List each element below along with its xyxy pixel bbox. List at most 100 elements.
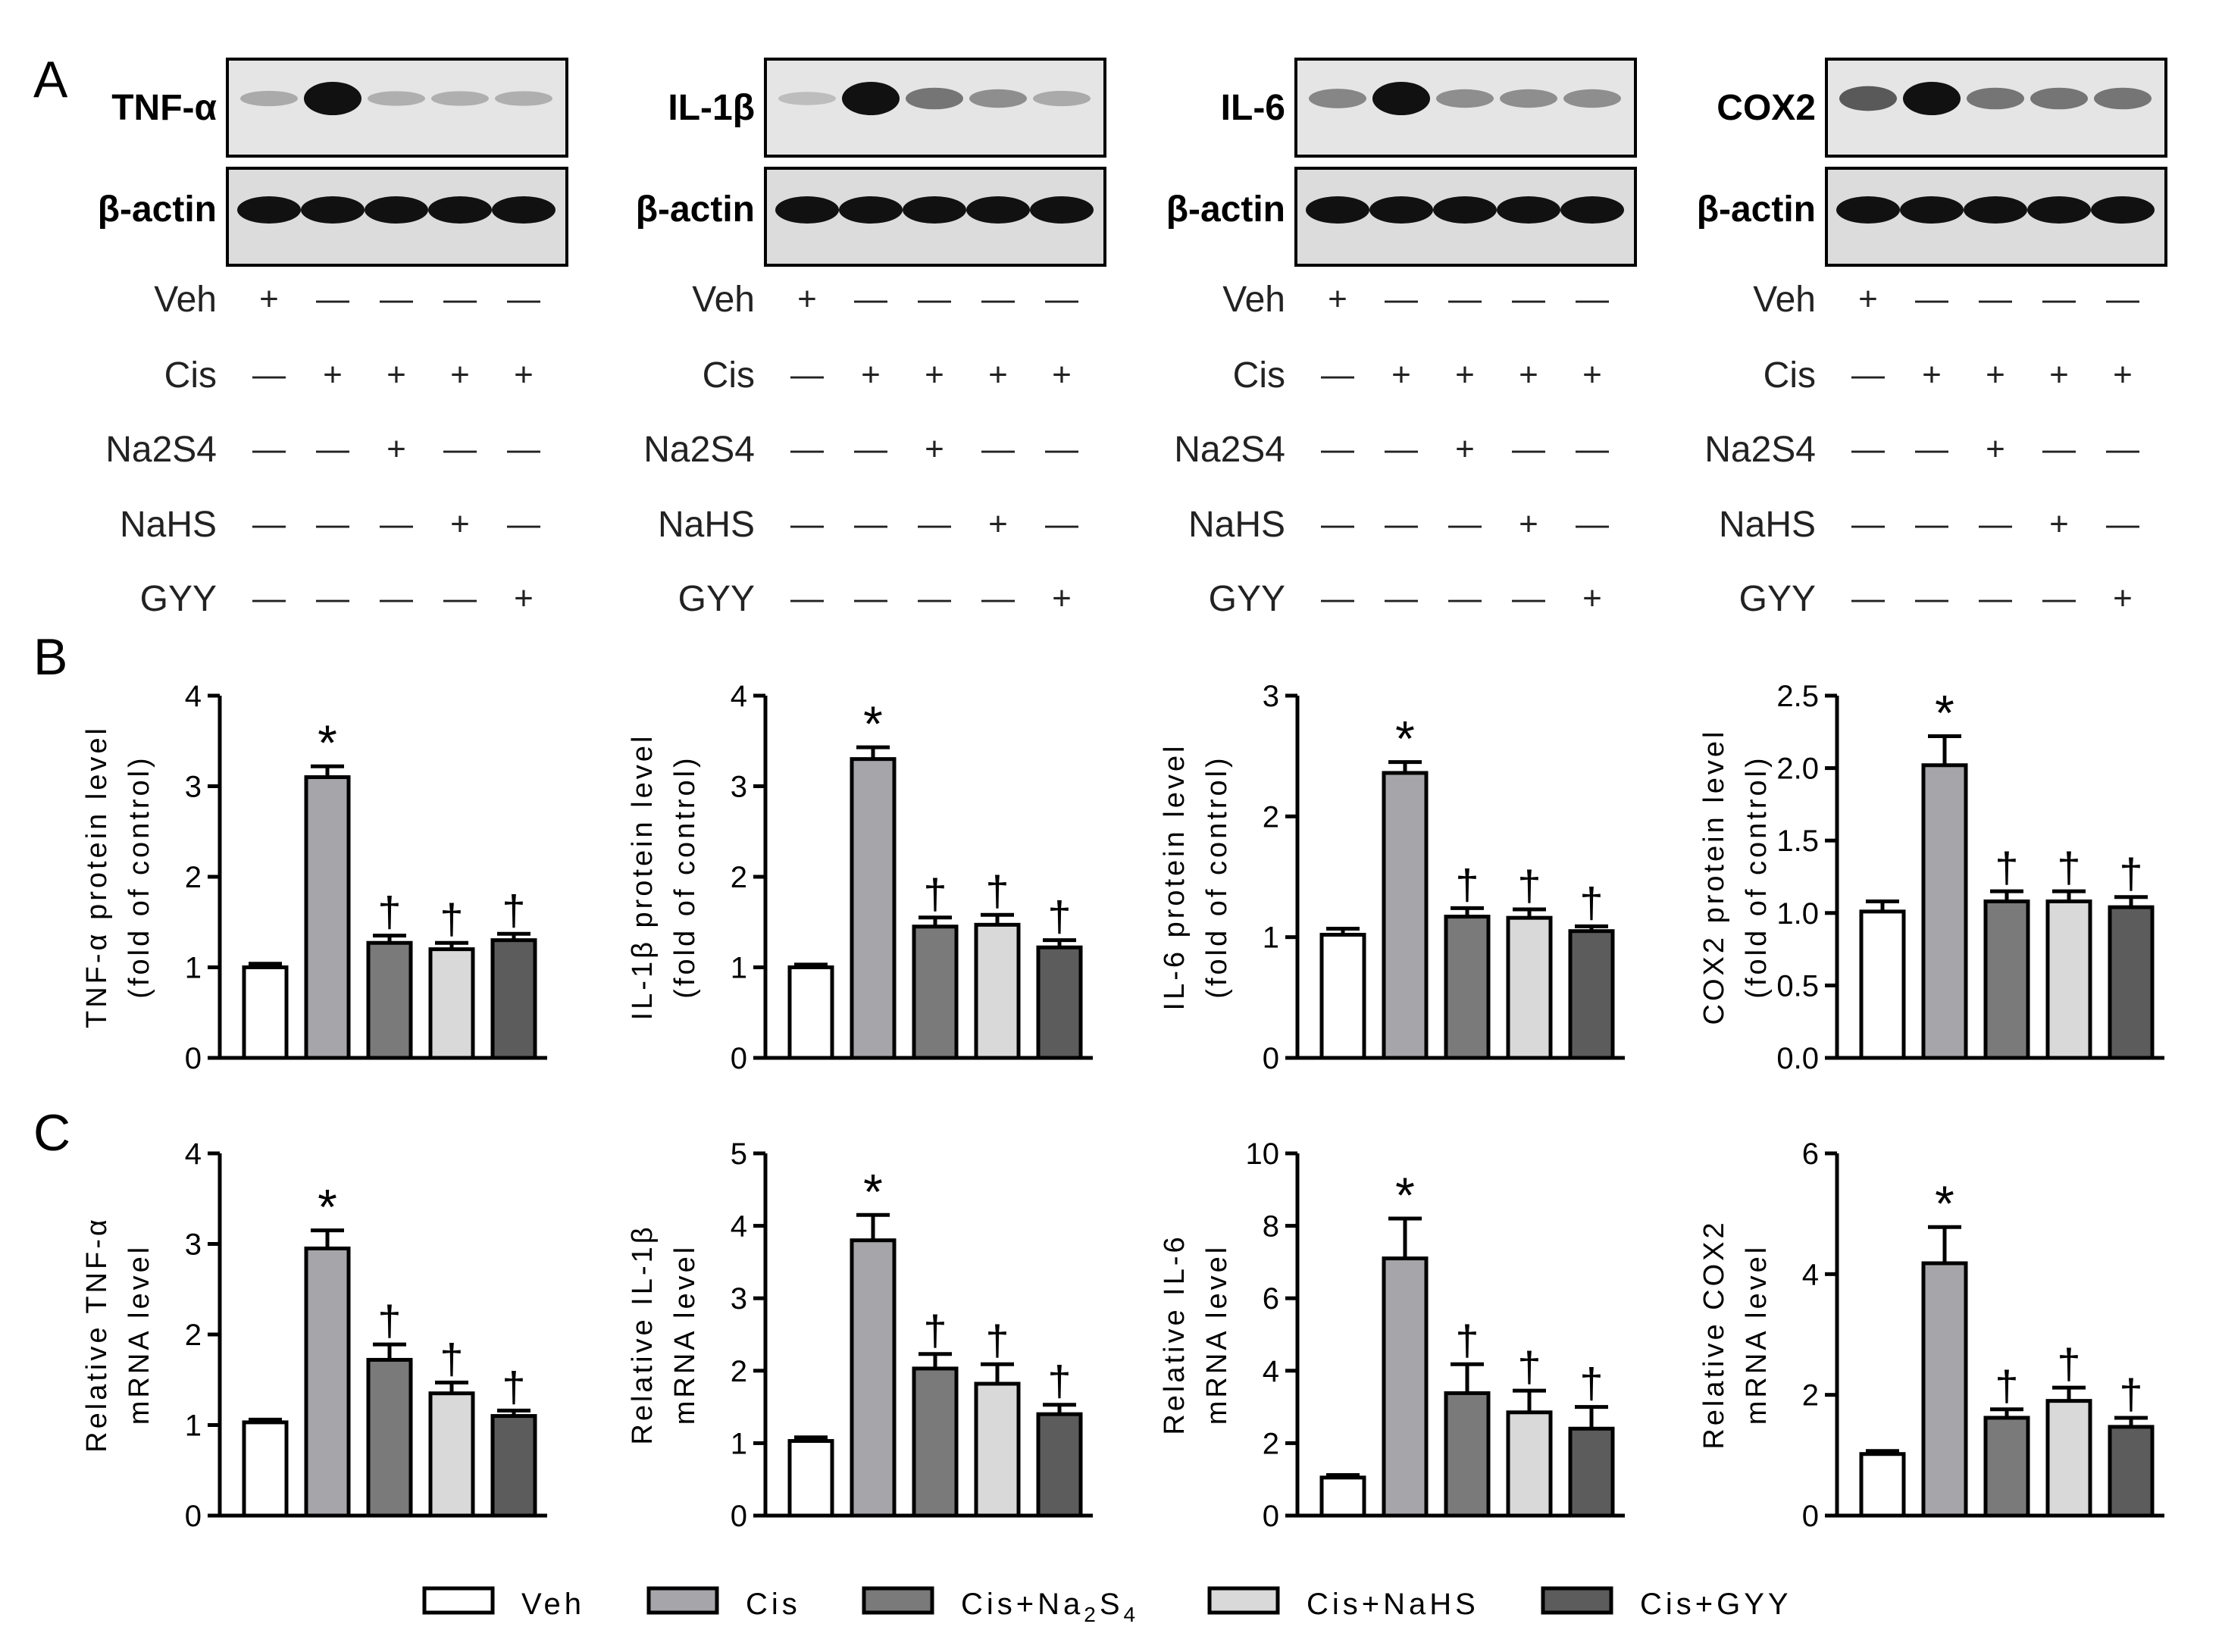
treatment-sign: — xyxy=(252,505,286,543)
treatment-sign: — xyxy=(918,280,951,318)
actin-band xyxy=(492,196,556,224)
bar-cis-nahs xyxy=(974,922,1021,1060)
significance-dagger: † xyxy=(1455,1316,1479,1364)
treatment-sign: — xyxy=(790,580,824,617)
treatment-sign: + xyxy=(323,356,343,393)
treatment-sign: — xyxy=(1512,580,1545,617)
legend-swatch xyxy=(1541,1586,1613,1615)
actin-band xyxy=(1560,196,1624,224)
treatment-sign: + xyxy=(450,505,470,543)
treatment-sign: — xyxy=(1915,430,1948,468)
bar-veh xyxy=(1319,932,1366,1060)
legend-item-veh: Veh xyxy=(422,1586,585,1621)
bar-cis-nahs xyxy=(1506,1410,1553,1518)
blot-group-1: TNF-α β-actin Veh + — — — — Cis — + + + + Na2S4 — — + — — Na… xyxy=(98,58,568,619)
legend-item-cis-na2s4: Cis+Na2S4 xyxy=(862,1586,1139,1626)
legend-label: Cis+Na2S4 xyxy=(961,1588,1139,1626)
treatment-label-nahs: NaHS xyxy=(658,505,755,545)
treatment-sign: + xyxy=(861,356,881,393)
treatment-sign: — xyxy=(981,280,1015,318)
treatment-sign: — xyxy=(918,505,951,543)
treatment-sign: + xyxy=(514,356,534,393)
treatment-sign: + xyxy=(1328,280,1347,318)
significance-dagger: † xyxy=(1995,1362,2018,1410)
blot-loading-label: β-actin xyxy=(636,189,755,230)
treatment-sign: — xyxy=(316,430,349,468)
treatment-sign: — xyxy=(1576,505,1609,543)
legend-swatch xyxy=(422,1586,495,1615)
treatment-sign: + xyxy=(1986,430,2005,468)
bar-cis-gyy xyxy=(1036,945,1083,1060)
treatment-sign: — xyxy=(443,430,477,468)
actin-band xyxy=(1433,196,1497,224)
significance-dagger: † xyxy=(923,870,947,918)
treatment-sign: — xyxy=(1851,430,1885,468)
treatment-sign: — xyxy=(1321,430,1354,468)
y-tick-label: 0.5 xyxy=(1776,969,1819,1003)
treatment-sign: — xyxy=(1385,280,1418,318)
y-axis-label-line: IL-1β protein level xyxy=(627,734,659,1021)
protein-band xyxy=(240,90,298,107)
y-tick-label: 1.0 xyxy=(1776,897,1819,931)
treatment-sign: — xyxy=(854,505,887,543)
bar-charts: 0 1 2 3 4 TNF-α protein level (fold of control… xyxy=(81,680,2164,1533)
treatment-sign: — xyxy=(2106,280,2139,318)
treatment-sign: — xyxy=(252,580,286,617)
treatment-sign: — xyxy=(790,356,824,393)
y-tick-label: 0 xyxy=(185,1500,202,1533)
protein-band xyxy=(1033,90,1091,107)
treatment-sign: + xyxy=(259,280,279,318)
y-tick-label: 2 xyxy=(731,1355,747,1388)
protein-band xyxy=(1436,89,1494,108)
y-axis-label-line: IL-6 protein level xyxy=(1159,743,1191,1011)
legend-label: Veh xyxy=(521,1588,585,1621)
bar-cis-na2s4 xyxy=(912,1366,959,1518)
bar-cis-gyy xyxy=(2108,905,2155,1060)
treatment-sign: — xyxy=(2042,280,2076,318)
treatment-sign: + xyxy=(2113,580,2133,617)
y-axis-label-line: COX2 protein level xyxy=(1698,729,1730,1025)
protein-band xyxy=(495,91,552,106)
significance-dagger: † xyxy=(377,888,401,936)
significance-dagger: † xyxy=(1995,843,2018,891)
treatment-sign: — xyxy=(1385,580,1418,617)
treatment-sign: — xyxy=(443,280,477,318)
chart-c-1: 0 1 2 3 4 Relative TNF-α mRNA level * † † † xyxy=(81,1137,547,1533)
significance-dagger: † xyxy=(985,1316,1009,1364)
treatment-label-veh: Veh xyxy=(1222,280,1285,320)
treatment-label-na2s4: Na2S4 xyxy=(1174,430,1285,470)
treatment-sign: + xyxy=(1922,356,1942,393)
treatment-sign: + xyxy=(925,430,944,468)
treatment-sign: + xyxy=(1986,356,2005,393)
treatment-sign: — xyxy=(1576,280,1609,318)
bar-veh xyxy=(242,1420,289,1518)
y-axis-label-line: (fold of control) xyxy=(124,755,155,998)
significance-star: * xyxy=(1935,1175,1954,1231)
y-axis-label-line: mRNA level xyxy=(669,1244,701,1425)
treatment-sign: — xyxy=(1512,430,1545,468)
treatment-label-cis: Cis xyxy=(164,355,217,396)
y-tick-label: 2.5 xyxy=(1776,680,1819,713)
legend-swatch xyxy=(862,1586,934,1615)
treatment-label-na2s4: Na2S4 xyxy=(105,430,217,470)
actin-band xyxy=(365,196,428,224)
bar-cis-nahs xyxy=(2045,900,2092,1060)
y-tick-label: 0 xyxy=(185,1042,202,1075)
y-axis-label-line: TNF-α protein level xyxy=(81,725,113,1028)
treatment-sign: + xyxy=(2113,356,2133,393)
actin-band xyxy=(237,196,301,224)
panel-label-c: C xyxy=(33,1104,70,1162)
bar-cis xyxy=(304,775,351,1060)
treatment-label-nahs: NaHS xyxy=(1719,505,1816,545)
protein-band xyxy=(1309,89,1366,108)
treatment-sign: — xyxy=(790,430,824,468)
treatment-label-cis: Cis xyxy=(703,355,755,396)
bar-cis-na2s4 xyxy=(366,940,413,1060)
blot-group-2: IL-1β β-actin Veh + — — — — Cis — + + + + Na2S4 — — + — — Na… xyxy=(636,58,1106,619)
bar-veh xyxy=(787,1439,834,1518)
protein-band xyxy=(1372,82,1430,115)
blot-loading-label: β-actin xyxy=(98,189,217,230)
significance-dagger: † xyxy=(2057,1340,2080,1388)
y-tick-label: 1 xyxy=(185,952,202,985)
treatment-sign: — xyxy=(507,505,540,543)
